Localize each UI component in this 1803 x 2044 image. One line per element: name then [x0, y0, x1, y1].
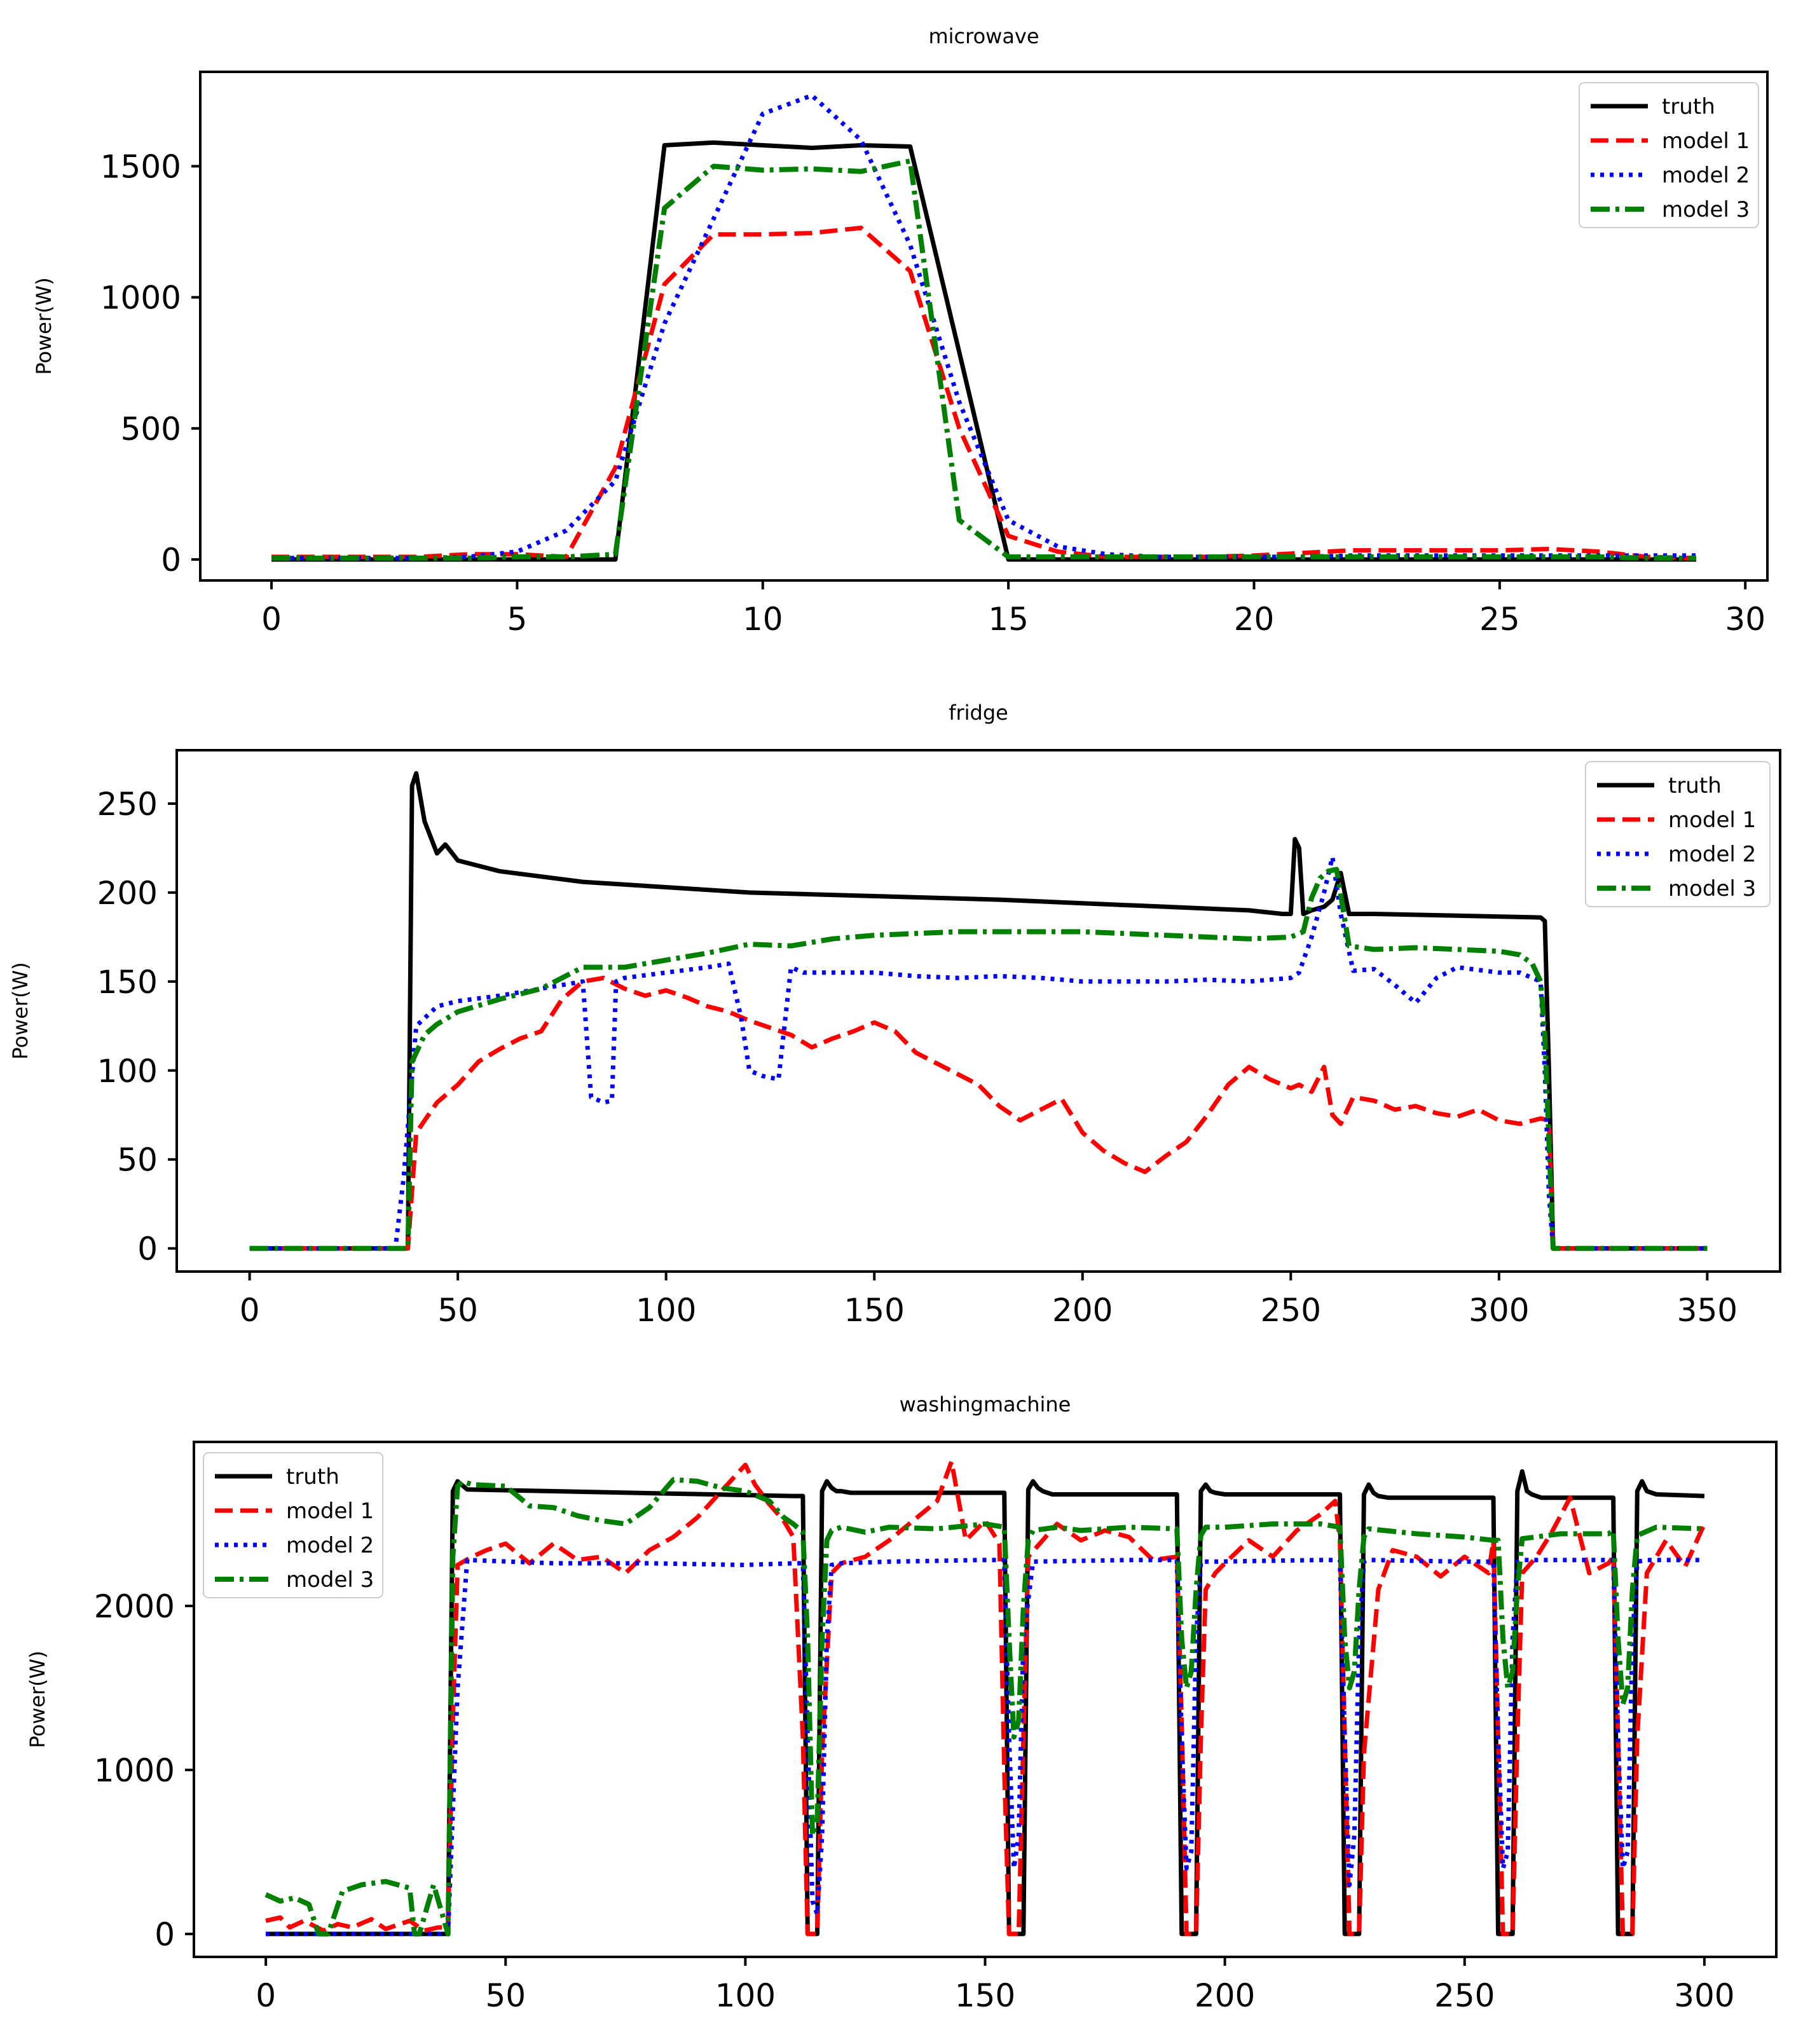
microwave-ytick-label: 0	[161, 542, 181, 579]
microwave-xtick-label: 30	[1725, 601, 1765, 638]
fridge-legend-label-model-3: model 3	[1668, 876, 1756, 902]
fridge-xtick-label: 250	[1261, 1292, 1321, 1329]
washingmachine-xtick-label: 200	[1195, 1977, 1255, 2014]
washingmachine-series-model-3	[264, 1477, 1705, 1937]
fridge-ytick-label: 50	[117, 1142, 158, 1179]
fridge-ylabel: Power(W)	[8, 962, 32, 1059]
washingmachine-legend-label-model-3: model 3	[286, 1567, 374, 1593]
fridge-legend: truth model 1 model 2 model 3	[1585, 761, 1771, 907]
fridge-series-model-3	[249, 867, 1708, 1251]
microwave-chart: microwave Power(W) 0 5 10 15 20 25 30 0 500 1000 150…	[32, 24, 1769, 638]
fridge-series-model-1	[249, 975, 1708, 1251]
fridge-chart: fridge Power(W) 0 50 100 150 200 250 300 350 0 50 10…	[8, 701, 1781, 1329]
microwave-series-model-2	[271, 93, 1696, 561]
fridge-series-group	[249, 771, 1708, 1251]
fridge-xtick-label: 50	[437, 1292, 478, 1329]
microwave-series-group	[271, 93, 1697, 562]
fridge-legend-label-model-2: model 2	[1668, 842, 1756, 867]
fridge-series-truth	[249, 771, 1708, 1251]
microwave-legend: truth model 1 model 2 model 3	[1579, 82, 1759, 228]
fridge-series-model-2	[249, 854, 1708, 1251]
microwave-legend-label-model-2: model 2	[1662, 163, 1750, 188]
microwave-ytick-label: 1500	[100, 148, 181, 185]
microwave-series-model-3	[271, 158, 1696, 561]
fridge-title: fridge	[949, 701, 1008, 725]
fridge-ytick-label: 0	[137, 1231, 158, 1268]
washingmachine-ytick-label: 1000	[94, 1752, 175, 1789]
washingmachine-series-model-1	[265, 1459, 1707, 1937]
fridge-xtick-label: 350	[1677, 1292, 1738, 1329]
washingmachine-legend-label-truth: truth	[286, 1464, 339, 1490]
microwave-plot-frame	[199, 71, 1769, 582]
fridge-ytick-label: 150	[97, 964, 158, 1001]
washingmachine-legend-label-model-2: model 2	[286, 1533, 374, 1558]
microwave-ytick-label: 500	[121, 411, 181, 448]
washingmachine-ytick-label: 2000	[94, 1588, 175, 1625]
fridge-legend-label-model-1: model 1	[1668, 807, 1756, 833]
washingmachine-xtick-label: 100	[715, 1977, 776, 2014]
washingmachine-legend-label-model-1: model 1	[286, 1499, 374, 1524]
fridge-xtick-label: 200	[1052, 1292, 1113, 1329]
microwave-legend-label-model-3: model 3	[1662, 197, 1750, 223]
washingmachine-series-group	[264, 1459, 1707, 1937]
washingmachine-title: washingmachine	[900, 1392, 1071, 1416]
washingmachine-ytick-label: 0	[154, 1916, 175, 1953]
fridge-legend-box	[1585, 761, 1771, 907]
washingmachine-xtick-label: 250	[1434, 1977, 1495, 2014]
washingmachine-legend: truth model 1 model 2 model 3	[203, 1452, 383, 1598]
washingmachine-ylabel: Power(W)	[25, 1650, 50, 1748]
washingmachine-legend-box	[203, 1452, 383, 1598]
washingmachine-xtick-label: 0	[256, 1977, 276, 2014]
fridge-xtick-label: 150	[844, 1292, 905, 1329]
microwave-series-model-1	[271, 225, 1697, 561]
microwave-legend-label-truth: truth	[1662, 94, 1715, 120]
microwave-xtick-label: 0	[261, 601, 282, 638]
microwave-xtick-label: 20	[1234, 601, 1275, 638]
washingmachine-plot-frame	[193, 1441, 1778, 1958]
microwave-legend-label-model-1: model 1	[1662, 128, 1750, 154]
fridge-xtick-label: 100	[636, 1292, 696, 1329]
microwave-xtick-label: 10	[743, 601, 783, 638]
microwave-xtick-label: 25	[1479, 601, 1520, 638]
fridge-ytick-label: 250	[97, 786, 158, 823]
washingmachine-series-model-2	[266, 1558, 1704, 1937]
microwave-ylabel: Power(W)	[32, 277, 56, 374]
microwave-series-truth	[271, 140, 1696, 562]
fridge-plot-frame	[175, 749, 1781, 1273]
microwave-ytick-label: 1000	[100, 280, 181, 317]
washingmachine-chart: washingmachine Power(W) 0 50 100 150 200 250 300…	[25, 1392, 1778, 2014]
fridge-xtick-label: 300	[1469, 1292, 1529, 1329]
fridge-xtick-label: 0	[240, 1292, 260, 1329]
washingmachine-xtick-label: 150	[955, 1977, 1015, 2014]
washingmachine-xtick-label: 50	[485, 1977, 526, 2014]
microwave-title: microwave	[928, 24, 1039, 48]
washingmachine-xtick-label: 300	[1674, 1977, 1734, 2014]
microwave-xtick-label: 15	[988, 601, 1029, 638]
fridge-legend-label-truth: truth	[1668, 773, 1722, 799]
fridge-ytick-label: 200	[97, 875, 158, 912]
microwave-legend-box	[1579, 82, 1759, 228]
fridge-ytick-label: 100	[97, 1053, 158, 1090]
microwave-xtick-label: 5	[507, 601, 528, 638]
